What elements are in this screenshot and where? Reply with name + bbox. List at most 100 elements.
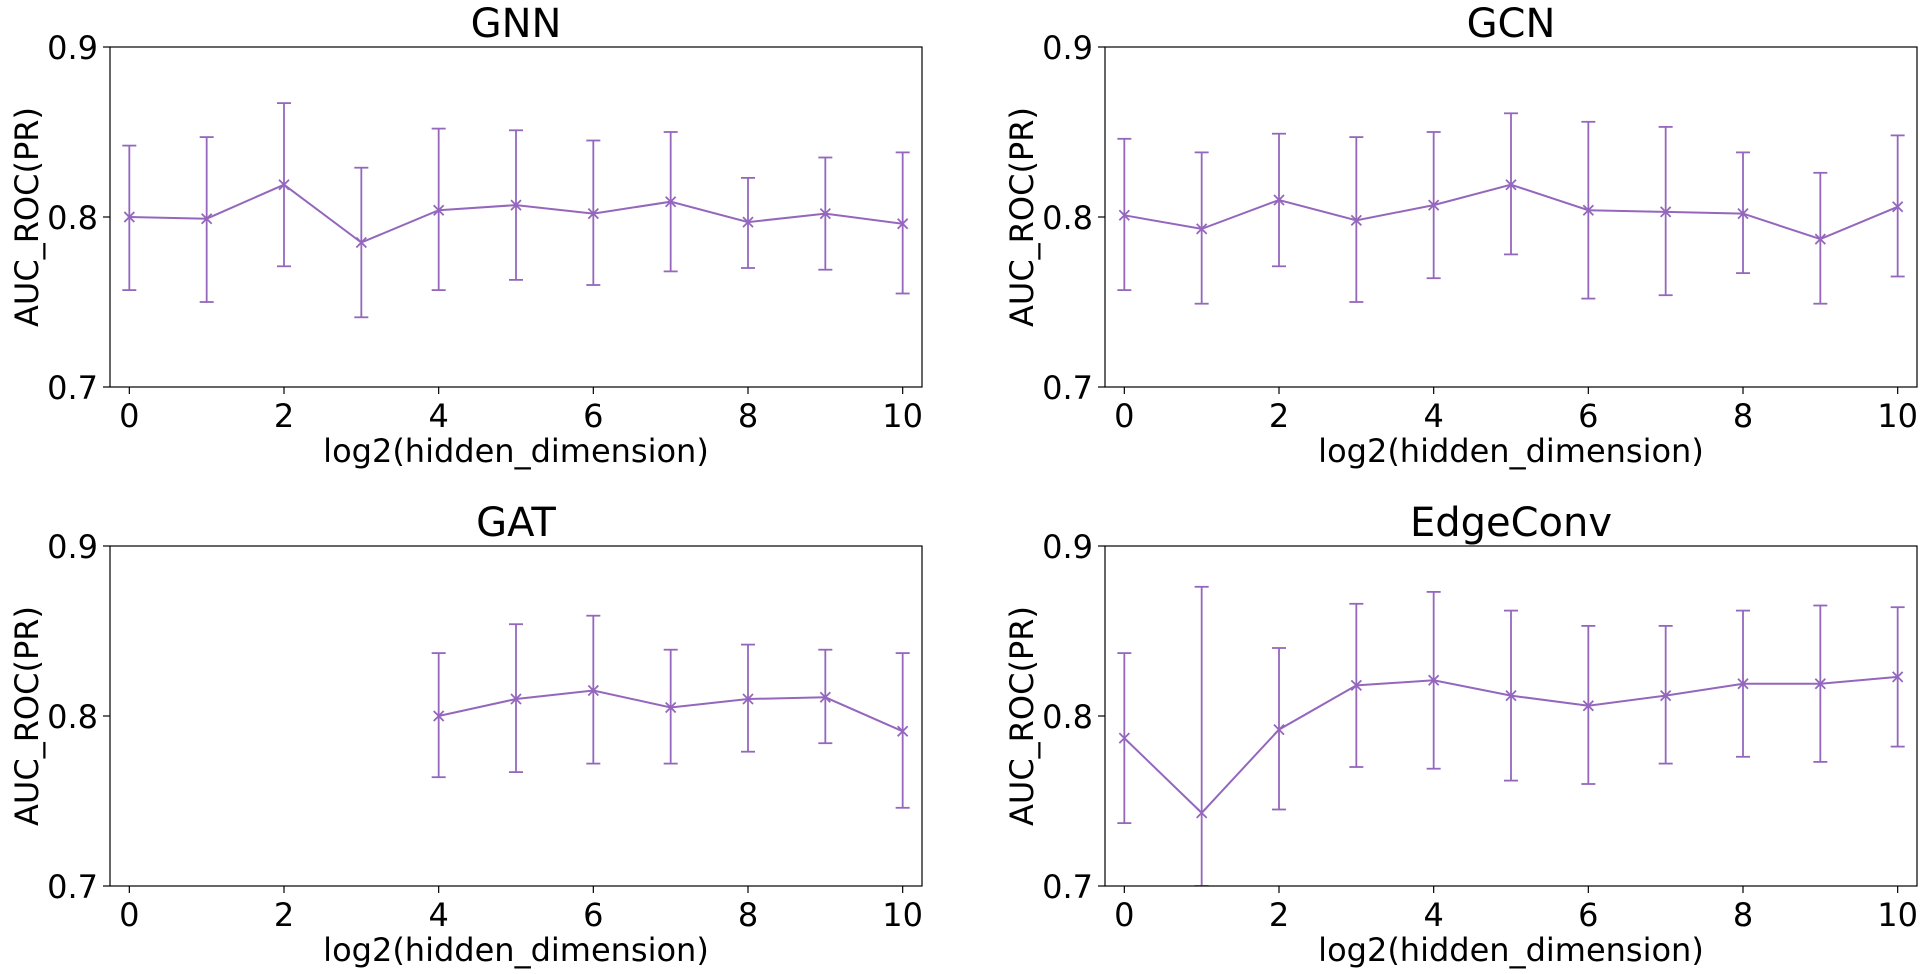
data-point	[1196, 223, 1208, 235]
subplot-title: EdgeConv	[1410, 500, 1612, 546]
data-point	[665, 196, 677, 208]
data-point	[1505, 179, 1517, 191]
y-axis-label: AUC_ROC(PR)	[8, 107, 46, 327]
data-point	[1814, 233, 1826, 245]
x-tick-label: 8	[738, 896, 758, 934]
series-group	[1117, 585, 1905, 886]
y-tick-label: 0.9	[1042, 29, 1093, 67]
y-tick-label: 0.8	[1042, 698, 1093, 736]
x-tick-label: 0	[1114, 896, 1134, 934]
x-axis-label: log2(hidden_dimension)	[1318, 432, 1704, 470]
subplot-gcn: GCN 0 2 4 6 8 10 0.7 0.8 0.9 log2(hidden_dimension…	[1003, 1, 1918, 470]
data-point	[1660, 689, 1672, 702]
x-tick-label: 10	[882, 896, 923, 934]
data-point	[1196, 807, 1208, 819]
data-point	[1582, 700, 1594, 712]
data-point	[742, 693, 754, 705]
subplot-title: GCN	[1467, 1, 1556, 47]
x-tick-label: 6	[1578, 896, 1598, 934]
x-axis-label: log2(hidden_dimension)	[1318, 931, 1704, 969]
y-tick-label: 0.9	[47, 528, 98, 566]
x-tick-label: 4	[1423, 896, 1443, 934]
x-tick-label: 2	[274, 397, 294, 435]
x-tick-label: 2	[1269, 397, 1289, 435]
x-tick-label: 4	[1423, 397, 1443, 435]
data-point	[123, 211, 135, 223]
data-point	[355, 236, 367, 249]
data-point	[510, 693, 522, 705]
x-tick-label: 2	[1269, 896, 1289, 934]
x-axis-label: log2(hidden_dimension)	[323, 931, 709, 969]
y-axis-label: AUC_ROC(PR)	[8, 606, 46, 826]
data-point	[742, 216, 754, 228]
y-axis-label: AUC_ROC(PR)	[1003, 107, 1041, 327]
plot-frame	[109, 545, 923, 887]
data-point	[1892, 201, 1904, 213]
x-tick-label: 6	[583, 896, 603, 934]
series-group	[122, 102, 910, 319]
x-tick-label: 8	[738, 397, 758, 435]
series-group	[1117, 112, 1905, 305]
y-axis-label: AUC_ROC(PR)	[1003, 606, 1041, 826]
subplot-gnn: GNN 0 2 4 6 8 10 0.7 0.8 0.9 log2(hidden_dimension…	[8, 1, 923, 470]
x-tick-label: 8	[1733, 397, 1753, 435]
data-point	[1737, 207, 1749, 220]
data-point	[665, 701, 677, 714]
x-tick-label: 10	[1877, 896, 1918, 934]
data-point	[201, 213, 213, 225]
data-point	[1582, 204, 1594, 216]
x-tick-label: 10	[1877, 397, 1918, 435]
data-point	[1118, 732, 1130, 744]
y-tick-label: 0.8	[1042, 199, 1093, 237]
data-point	[897, 725, 909, 737]
data-point	[819, 207, 831, 220]
subplot-edgeconv: EdgeConv 0 2 4 6 8 10 0.7 0.8 0.9 log2(hidden_dime…	[1003, 500, 1918, 969]
y-tick-label: 0.7	[1042, 369, 1093, 407]
data-point	[1505, 689, 1517, 702]
data-point	[1118, 209, 1130, 221]
data-point	[1428, 199, 1440, 211]
data-point	[1428, 674, 1440, 686]
data-point	[819, 691, 831, 703]
data-point	[897, 218, 909, 230]
data-point	[1814, 678, 1826, 690]
subplot-title: GNN	[471, 1, 562, 47]
plot-frame	[1104, 46, 1918, 388]
x-tick-label: 0	[119, 397, 139, 435]
data-point	[433, 710, 445, 722]
data-point	[1660, 206, 1672, 218]
data-point	[1892, 671, 1904, 683]
y-tick-label: 0.7	[1042, 868, 1093, 906]
data-point	[278, 179, 290, 191]
subplot-gat: GAT 0 2 4 6 8 10 0.7 0.8 0.9 log2(hidden_dimension…	[8, 500, 923, 969]
data-point	[433, 204, 445, 216]
x-tick-label: 6	[583, 397, 603, 435]
x-tick-label: 0	[119, 896, 139, 934]
y-tick-label: 0.7	[47, 369, 98, 407]
y-tick-label: 0.7	[47, 868, 98, 906]
data-point	[1350, 214, 1362, 227]
data-point	[510, 199, 522, 211]
x-tick-label: 6	[1578, 397, 1598, 435]
x-tick-label: 4	[428, 397, 448, 435]
x-tick-label: 2	[274, 896, 294, 934]
x-tick-label: 10	[882, 397, 923, 435]
y-tick-label: 0.8	[47, 199, 98, 237]
data-point	[1273, 723, 1285, 736]
data-point	[1273, 194, 1285, 206]
x-tick-label: 0	[1114, 397, 1134, 435]
y-tick-label: 0.9	[47, 29, 98, 67]
y-tick-label: 0.8	[47, 698, 98, 736]
data-point	[587, 207, 599, 220]
data-point	[1737, 678, 1749, 690]
y-tick-label: 0.9	[1042, 528, 1093, 566]
plot-frame	[1104, 545, 1918, 887]
x-tick-label: 4	[428, 896, 448, 934]
subplot-title: GAT	[476, 500, 556, 546]
series-group	[431, 614, 910, 809]
x-axis-label: log2(hidden_dimension)	[323, 432, 709, 470]
data-point	[1350, 679, 1362, 692]
x-tick-label: 8	[1733, 896, 1753, 934]
